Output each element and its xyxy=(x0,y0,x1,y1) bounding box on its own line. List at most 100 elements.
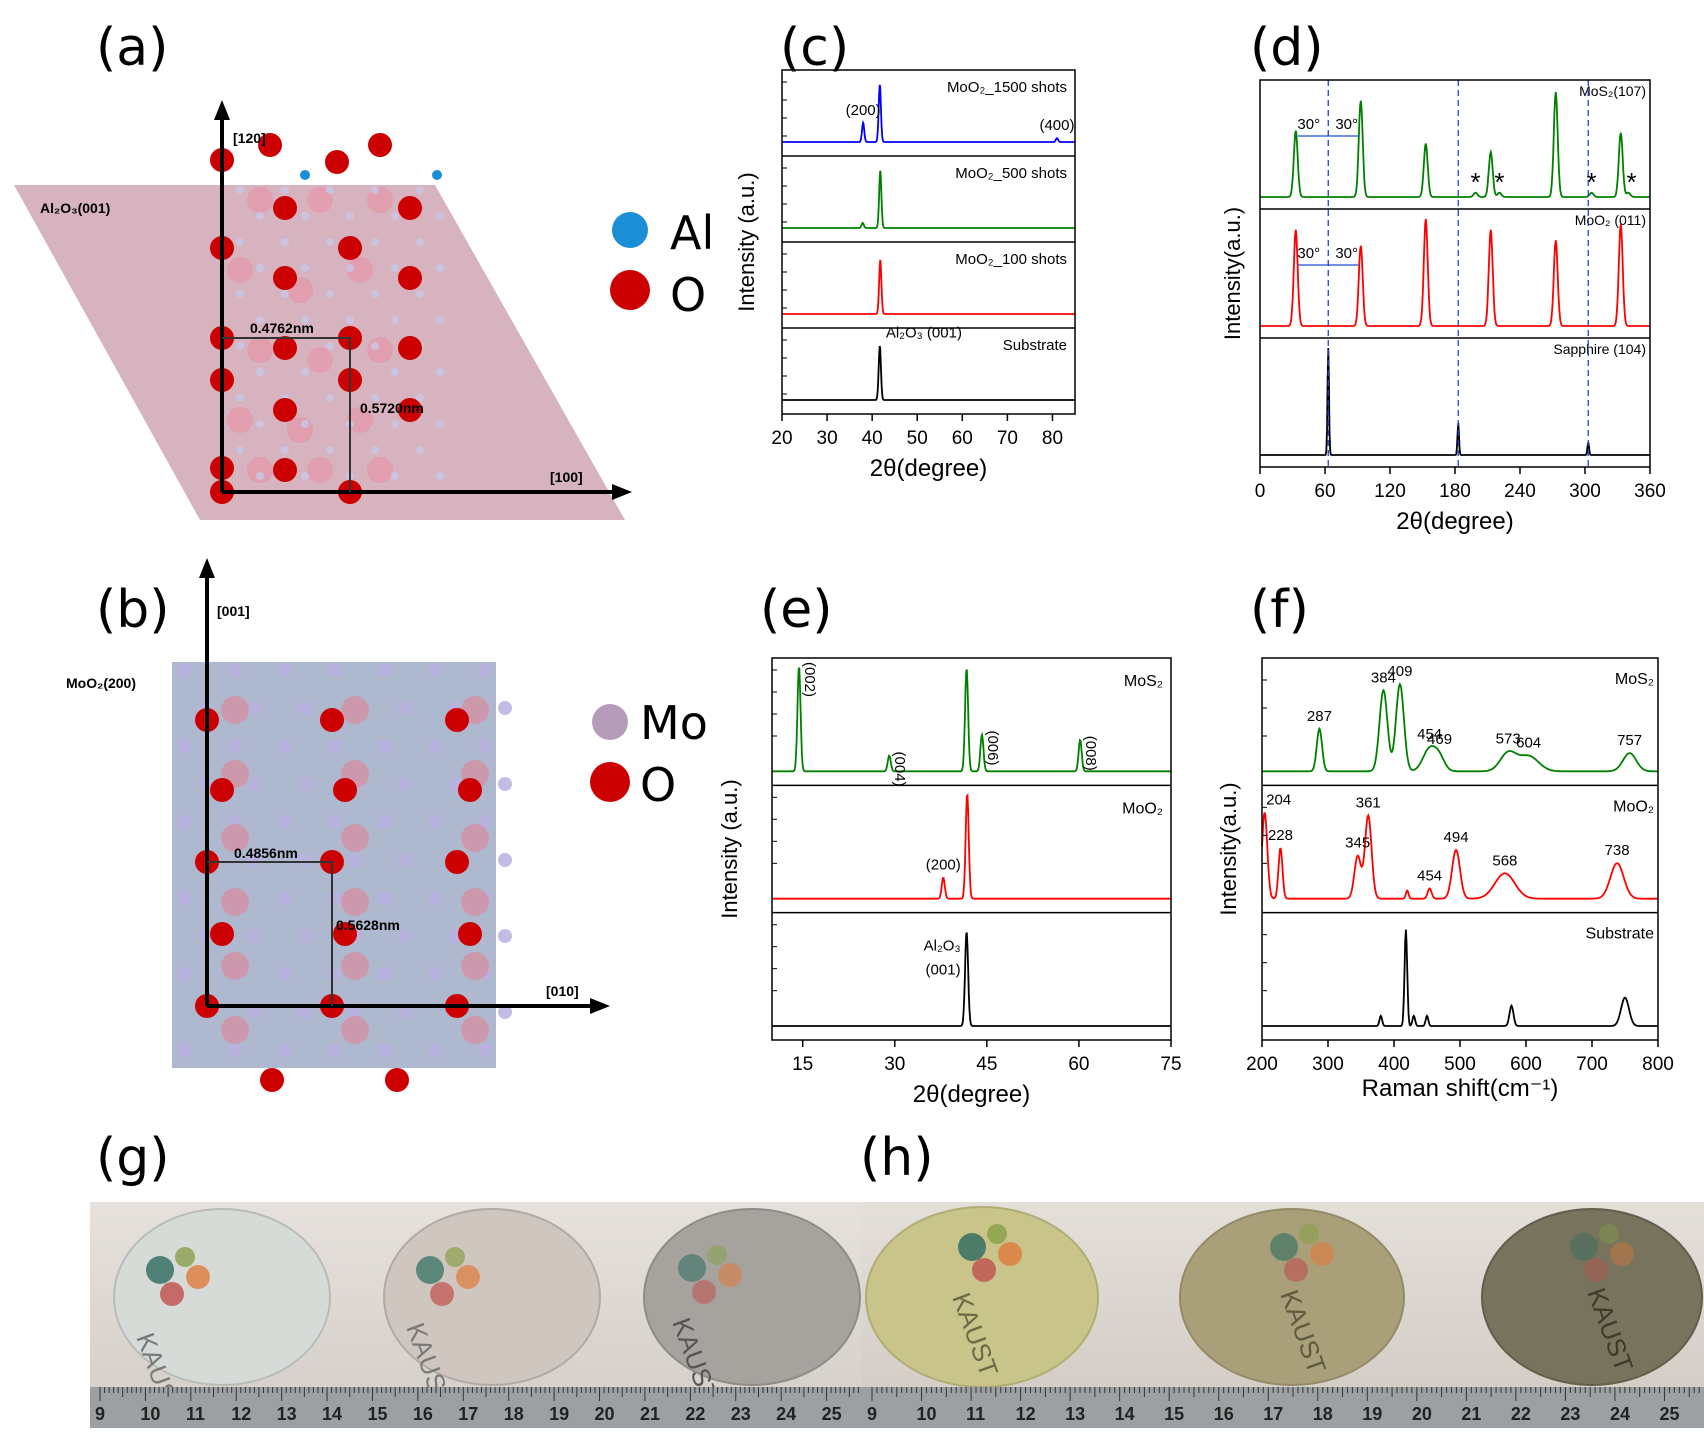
x-tick-label: 30 xyxy=(884,1054,905,1075)
x-tick-label: 360 xyxy=(1634,481,1666,502)
atom-o xyxy=(398,266,422,290)
x-tick-label: 20 xyxy=(771,428,792,449)
photo-wafers-h: KAUST KAUST KAUST 9 10 11 12 13 14 15 16 17 18 19 2… xyxy=(862,1202,1704,1428)
atom-mo xyxy=(398,1005,412,1019)
atom-mo xyxy=(498,853,512,867)
peak-label: 757 xyxy=(1617,732,1642,749)
atom-mo xyxy=(178,815,192,829)
x-tick-label: 75 xyxy=(1160,1054,1181,1075)
x-tick-label: 700 xyxy=(1576,1054,1608,1075)
atom-ghost xyxy=(347,407,373,433)
x-axis-label: 2θ(degree) xyxy=(870,455,987,482)
atom-mo xyxy=(278,739,292,753)
chart-e: MoS₂ (002) (004) (006) (008) MoO₂ (200) Al₂O₃ (0… xyxy=(717,657,1182,1108)
atom-o xyxy=(260,1068,284,1092)
ruler-number: 16 xyxy=(1214,1404,1234,1424)
x-tick-label: 30 xyxy=(817,428,838,449)
atom-al xyxy=(391,264,399,272)
x-tick-label: 50 xyxy=(907,428,928,449)
plot-frame xyxy=(1259,79,1651,468)
x-axis-label: 2θ(degree) xyxy=(1396,508,1513,535)
peak-label: 469 xyxy=(1427,731,1452,748)
legend-b-atom1: Mo xyxy=(640,696,708,750)
atom-o xyxy=(398,336,422,360)
atom-ghost xyxy=(247,457,273,483)
peak-label: 454 xyxy=(1417,726,1442,743)
series-label: MoO₂_100 shots xyxy=(955,251,1067,268)
atom-al xyxy=(371,186,379,194)
peak-label: (400) xyxy=(1039,117,1074,134)
atom-al-swatch xyxy=(612,212,648,248)
ruler-number: 11 xyxy=(966,1404,985,1424)
plot-frame xyxy=(771,657,1172,1041)
peak-label: (006) xyxy=(984,730,1001,765)
atom-al xyxy=(301,316,309,324)
ruler-number: 24 xyxy=(1610,1404,1630,1424)
peak-label: 573 xyxy=(1496,730,1521,747)
series-label: MoS₂(107) xyxy=(1579,83,1646,99)
atom-o xyxy=(273,196,297,220)
atom-al xyxy=(371,342,379,350)
ruler-number: 24 xyxy=(776,1404,796,1424)
atom-al xyxy=(236,290,244,298)
ruler xyxy=(90,1387,862,1428)
atom-al xyxy=(436,420,444,428)
atom-al xyxy=(301,472,309,480)
peak-label: 228 xyxy=(1268,827,1293,844)
y-axis-label: Intensity (a.u.) xyxy=(734,172,759,311)
atom-al xyxy=(436,368,444,376)
x-tick-label: 300 xyxy=(1312,1054,1344,1075)
arrow-head xyxy=(199,558,215,578)
atom-al xyxy=(301,264,309,272)
plane-label: Al₂O₃(001) xyxy=(40,200,110,216)
series-line xyxy=(1262,929,1658,1027)
x-tick-label: 0 xyxy=(1255,481,1266,502)
atom-al xyxy=(281,446,289,454)
atom-al xyxy=(436,264,444,272)
x-tick-label: 200 xyxy=(1246,1054,1278,1075)
atom-al xyxy=(436,472,444,480)
ruler-number: 18 xyxy=(1313,1404,1333,1424)
plane-label: MoO₂(200) xyxy=(66,675,136,691)
photo-g-drawing: KAUST KAUST KAUST 9 10 11 12 13 14 15 16 17 18 19 2… xyxy=(90,1208,862,1428)
atom-mo xyxy=(378,967,392,981)
atom-mo xyxy=(478,739,492,753)
atom-al xyxy=(346,212,354,220)
chart-d: MoS₂(107) * * * * 30° 30° MoO₂ (011) 30° 30° Sapph… xyxy=(1220,79,1666,535)
asterisk-marker: * xyxy=(1494,167,1504,197)
atom-mo xyxy=(428,967,442,981)
peak-label: Al₂O₃ (001) xyxy=(886,325,962,342)
ruler-number: 19 xyxy=(549,1404,569,1424)
peak-label: 345 xyxy=(1345,835,1370,852)
peak-label: (002) xyxy=(801,662,818,697)
atom-ghost xyxy=(461,824,489,852)
series-line xyxy=(1261,812,1658,900)
ruler-number: 25 xyxy=(822,1404,842,1424)
atom-mo xyxy=(298,1005,312,1019)
series-label: MoO₂ xyxy=(1122,800,1163,817)
atom-mo xyxy=(328,815,342,829)
ruler-number: 22 xyxy=(1511,1404,1531,1424)
series-line xyxy=(1262,682,1658,773)
ruler-number: 12 xyxy=(1016,1404,1036,1424)
legend-b-swatches xyxy=(590,704,630,802)
angle-label: 30° xyxy=(1335,116,1358,133)
atom-o xyxy=(445,708,469,732)
atom-al xyxy=(281,238,289,246)
atom-mo xyxy=(178,739,192,753)
plot-frame xyxy=(781,69,1076,415)
peak-label: 494 xyxy=(1444,829,1469,846)
series-label: MoO₂_1500 shots xyxy=(947,79,1067,96)
series-line xyxy=(772,667,1171,773)
atom-al xyxy=(256,368,264,376)
lattice-distance-2: 0.5720nm xyxy=(360,400,424,416)
atom-o-swatch xyxy=(590,762,630,802)
peak-label: 409 xyxy=(1387,663,1412,680)
ruler-number: 11 xyxy=(186,1404,205,1424)
atom-al xyxy=(436,316,444,324)
direction-label-horizontal: [100] xyxy=(550,469,583,485)
atom-al xyxy=(256,472,264,480)
atom-ghost xyxy=(221,888,249,916)
atom-al xyxy=(346,264,354,272)
ruler-number: 20 xyxy=(1412,1404,1432,1424)
